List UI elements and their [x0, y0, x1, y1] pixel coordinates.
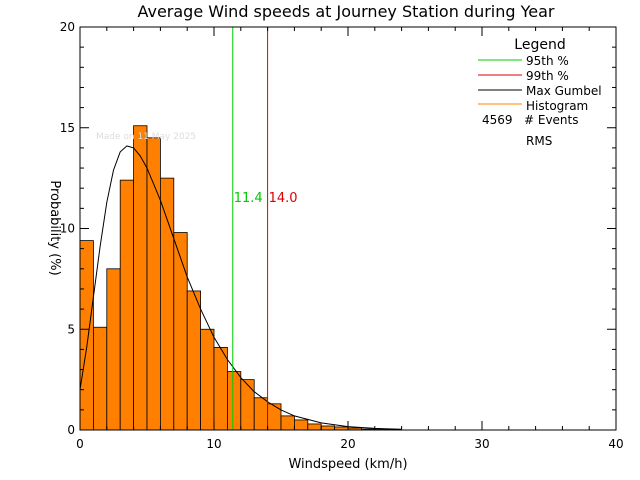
- x-tick-label: 0: [76, 437, 84, 451]
- legend-rms-label: RMS: [526, 134, 552, 148]
- y-tick-label: 5: [67, 322, 75, 336]
- histogram-bar: [173, 232, 188, 431]
- histogram-bar: [320, 425, 336, 431]
- histogram-bar: [267, 403, 282, 431]
- legend-events-label: # Events: [524, 113, 579, 127]
- histogram-bar: [159, 177, 175, 431]
- histogram-bar: [133, 125, 148, 431]
- histogram-bar: [146, 137, 161, 431]
- x-tick-label: 30: [474, 437, 489, 451]
- histogram-bar: [226, 371, 242, 431]
- x-tick-label: 40: [608, 437, 623, 451]
- y-axis-label: Probability (%): [47, 180, 62, 275]
- x-tick-label: 10: [206, 437, 221, 451]
- histogram-bar: [119, 179, 134, 431]
- legend-label-95th: 95th %: [526, 54, 569, 68]
- legend-events-count: 4569: [482, 113, 513, 127]
- histogram-bar: [293, 419, 309, 431]
- histogram-bar: [240, 379, 255, 431]
- axes: 0 10 20 30 40 0 5 10 15 20: [60, 20, 624, 451]
- histogram-bars: [79, 125, 403, 431]
- legend-title: Legend: [514, 37, 565, 53]
- percentile-label-95th: 11.4: [234, 191, 263, 206]
- y-tick-label: 15: [60, 121, 75, 135]
- x-tick-label: 20: [340, 437, 355, 451]
- watermark: Made on 11 May 2025: [96, 132, 196, 142]
- legend-label-histogram: Histogram: [526, 99, 588, 113]
- chart-title: Average Wind speeds at Journey Station d…: [137, 2, 554, 21]
- histogram-bar: [280, 415, 295, 431]
- percentile-lines: 11.4 14.0: [232, 27, 298, 430]
- histogram-bar: [93, 326, 108, 431]
- y-tick-label: 10: [60, 222, 75, 236]
- y-tick-label: 0: [67, 423, 75, 437]
- histogram-bar: [307, 423, 322, 431]
- y-tick-label: 20: [60, 20, 75, 34]
- histogram-bar: [186, 290, 201, 431]
- histogram-bar: [106, 268, 121, 431]
- histogram-bar: [253, 397, 268, 431]
- percentile-label-99th: 14.0: [269, 191, 298, 206]
- gumbel-curve-group: [79, 145, 402, 430]
- gumbel-curve: [79, 145, 402, 430]
- x-axis-label: Windspeed (km/h): [288, 457, 407, 472]
- legend-label-gumbel: Max Gumbel: [526, 84, 602, 98]
- histogram-bar: [200, 328, 215, 431]
- histogram-bar: [213, 346, 228, 431]
- legend-label-99th: 99th %: [526, 69, 569, 83]
- legend: Legend 95th % 99th % Max Gumbel Histogra…: [478, 37, 602, 148]
